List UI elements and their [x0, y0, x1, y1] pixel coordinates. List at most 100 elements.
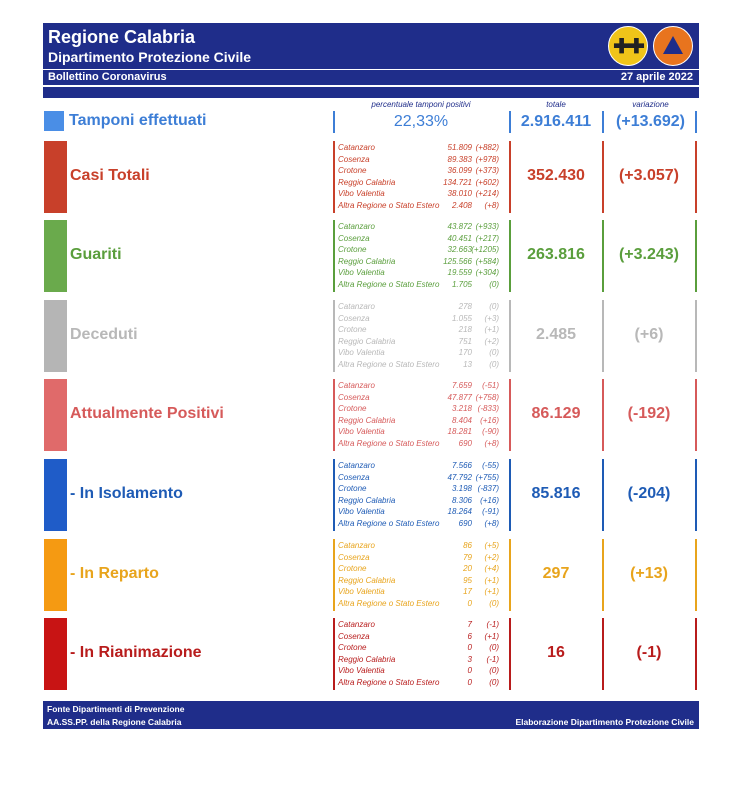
province-delta: (-91)	[482, 507, 499, 516]
footer-banner: Fonte Dipartimenti di Prevenzione AA.SS.…	[43, 701, 699, 729]
province-name: Reggio Calabria	[338, 495, 396, 505]
row-variation: (-192)	[627, 405, 671, 422]
province-value: 7.659	[451, 381, 472, 390]
province-row: Crotone 36.099 (+373)	[335, 166, 503, 178]
row-variation: (+13)	[630, 565, 668, 582]
province-name: Vibo Valentia	[338, 189, 385, 198]
province-delta: (-1)	[486, 620, 499, 629]
province-delta: (+978)	[475, 154, 499, 164]
province-value: 79	[463, 552, 472, 562]
row-divider	[695, 379, 697, 451]
province-value: 3.198	[451, 484, 472, 493]
row-label: Guariti	[70, 246, 122, 263]
row-divider	[602, 141, 604, 213]
row-variation: (-1)	[636, 644, 662, 661]
province-value: 47.792	[447, 472, 472, 482]
province-row: Cosenza 6 (+1)	[335, 632, 503, 644]
row-divider	[602, 379, 604, 451]
province-value: 0	[467, 666, 472, 675]
province-delta: (+1)	[484, 575, 499, 585]
province-delta: (+304)	[475, 268, 499, 277]
province-list: Catanzaro 7.566 (-55) Cosenza 47.792 (+755) Cr…	[335, 461, 503, 530]
row-divider	[695, 459, 697, 531]
row-variation: (+6)	[634, 326, 664, 343]
province-delta: (0)	[489, 666, 499, 675]
province-row: Cosenza 47.792 (+755)	[335, 473, 503, 485]
row-variation: (-204)	[627, 485, 671, 502]
row-divider	[602, 220, 604, 292]
total-header: totale	[546, 100, 566, 109]
row-divider	[509, 300, 511, 372]
province-value: 95	[463, 575, 472, 585]
row-total: 85.816	[531, 485, 581, 502]
province-delta: (+758)	[475, 392, 499, 402]
province-name: Catanzaro	[338, 302, 375, 311]
region-title: Regione Calabria	[48, 27, 196, 47]
pct-header: percentuale tamponi positivi	[371, 100, 471, 109]
province-value: 0	[467, 677, 472, 687]
province-row: Altra Regione o Stato Estero 0 (0)	[335, 678, 503, 690]
row-color-bar	[44, 618, 67, 690]
province-delta: (+755)	[475, 472, 499, 482]
province-value: 7.566	[451, 461, 472, 470]
province-row: Vibo Valentia 38.010 (+214)	[335, 189, 503, 201]
row-divider	[602, 459, 604, 531]
province-name: Vibo Valentia	[338, 587, 385, 596]
row-variation: (+3.057)	[618, 167, 680, 184]
row-label: - In Rianimazione	[70, 644, 202, 661]
province-row: Reggio Calabria 751 (+2)	[335, 337, 503, 349]
province-list: Catanzaro 7.659 (-51) Cosenza 47.877 (+758) Cr…	[335, 381, 503, 450]
province-value: 3.218	[451, 404, 472, 413]
province-delta: (+4)	[484, 564, 499, 573]
row-divider	[333, 220, 335, 292]
row-divider	[509, 379, 511, 451]
row-divider	[509, 141, 511, 213]
province-delta: (+1)	[484, 631, 499, 641]
province-value: 0	[467, 643, 472, 652]
province-name: Reggio Calabria	[338, 654, 396, 664]
province-name: Crotone	[338, 643, 367, 652]
province-delta: (0)	[489, 677, 499, 687]
row-divider	[509, 220, 511, 292]
province-name: Vibo Valentia	[338, 427, 385, 436]
row-label: Attualmente Positivi	[70, 405, 224, 422]
row-divider	[602, 300, 604, 372]
province-row: Cosenza 47.877 (+758)	[335, 393, 503, 405]
row-divider	[333, 141, 335, 213]
row-color-bar	[44, 141, 67, 213]
province-value: 170	[458, 348, 472, 357]
province-name: Altra Regione o Stato Estero	[338, 359, 440, 369]
province-delta: (+933)	[475, 222, 499, 231]
row-color-bar	[44, 539, 67, 611]
province-delta: (+8)	[484, 518, 499, 528]
province-row: Vibo Valentia 170 (0)	[335, 348, 503, 360]
province-name: Crotone	[338, 245, 367, 254]
province-value: 19.559	[447, 268, 472, 277]
province-name: Crotone	[338, 166, 367, 175]
row-divider	[602, 618, 604, 690]
province-list: Catanzaro 7 (-1) Cosenza 6 (+1) Crotone 0 (0) Reg…	[335, 620, 503, 689]
province-name: Reggio Calabria	[338, 575, 396, 585]
row-color-bar	[44, 220, 67, 292]
province-delta: (+602)	[475, 177, 499, 187]
province-row: Altra Regione o Stato Estero 690 (+8)	[335, 439, 503, 451]
footer-source-1: Fonte Dipartimenti di Prevenzione	[47, 704, 185, 714]
province-name: Catanzaro	[338, 620, 375, 629]
province-value: 8.306	[451, 495, 472, 505]
province-name: Catanzaro	[338, 381, 375, 390]
province-name: Reggio Calabria	[338, 256, 396, 266]
row-color-bar	[44, 379, 67, 451]
province-delta: (0)	[489, 279, 499, 289]
province-row: Catanzaro 86 (+5)	[335, 541, 503, 553]
row-label: - In Reparto	[70, 565, 159, 582]
province-name: Catanzaro	[338, 143, 375, 152]
row-color-bar	[44, 300, 67, 372]
province-delta: (+373)	[475, 166, 499, 175]
province-name: Crotone	[338, 325, 367, 334]
row-total: 352.430	[527, 167, 585, 184]
province-row: Cosenza 1.055 (+3)	[335, 314, 503, 326]
province-name: Cosenza	[338, 631, 370, 641]
province-row: Vibo Valentia 18.281 (-90)	[335, 427, 503, 439]
province-name: Cosenza	[338, 313, 370, 323]
province-row: Crotone 3.198 (-837)	[335, 484, 503, 496]
